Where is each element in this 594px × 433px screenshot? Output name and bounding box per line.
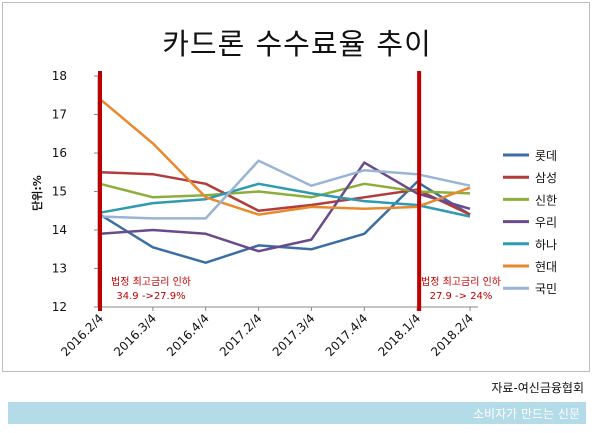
legend-label: 삼성 bbox=[535, 171, 557, 185]
y-axis-label: 단위:% bbox=[30, 175, 44, 211]
y-tick-label: 14 bbox=[52, 223, 67, 237]
annotation-line1: 법정 최고금리 인하 bbox=[421, 275, 501, 288]
series-line-국민 bbox=[99, 159, 471, 220]
legend-label: 신한 bbox=[535, 193, 557, 207]
y-tick-label: 12 bbox=[52, 300, 67, 314]
x-tick-label: 2016.3/4 bbox=[111, 311, 159, 359]
series-line-현대 bbox=[99, 98, 471, 216]
x-tick-label: 2016.2/4 bbox=[58, 311, 106, 359]
x-tick-label: 2018.2/4 bbox=[428, 311, 476, 359]
annotation-line1: 법정 최고금리 인하 bbox=[111, 275, 191, 288]
x-tick-label: 2017.2/4 bbox=[217, 311, 265, 359]
series-line-우리 bbox=[99, 161, 471, 253]
legend-label: 국민 bbox=[535, 282, 557, 296]
series-line-신한 bbox=[99, 182, 471, 199]
x-tick-label: 2016.4/4 bbox=[164, 311, 212, 359]
chart-frame: 12 13 14 15 16 17 18 단위:% 2016.2/4 2016.3/4 2016.4… bbox=[2, 2, 590, 372]
y-tick-label: 16 bbox=[52, 146, 67, 160]
annotation-line2: 27.9 -> 24% bbox=[430, 291, 493, 302]
x-tick-label: 2018.1/4 bbox=[375, 311, 423, 359]
series-line-하나 bbox=[99, 182, 471, 218]
legend-label: 우리 bbox=[535, 216, 557, 230]
source-note: 자료-여신금융협회 bbox=[491, 381, 584, 395]
footer-text: 소비자가 만드는 신문 bbox=[473, 407, 580, 421]
chart-svg: 12 13 14 15 16 17 18 단위:% 2016.2/4 2016.3/4 2016.4… bbox=[30, 69, 557, 359]
x-tick-label: 2017.4/4 bbox=[323, 311, 371, 359]
annotation-line2: 34.9 ->27.9% bbox=[116, 291, 185, 302]
y-tick-label: 15 bbox=[52, 185, 67, 199]
y-tick-label: 13 bbox=[52, 262, 67, 276]
x-tick-label: 2017.3/4 bbox=[270, 311, 318, 359]
chart-title: 카드론 수수료율 추이 bbox=[162, 27, 432, 61]
legend-label: 현대 bbox=[535, 260, 557, 274]
legend-label: 롯데 bbox=[535, 149, 557, 163]
legend-label: 하나 bbox=[535, 238, 557, 252]
y-tick-label: 17 bbox=[52, 108, 67, 122]
footer-bar: 소비자가 만드는 신문 bbox=[8, 402, 586, 424]
y-tick-label: 18 bbox=[52, 69, 67, 83]
